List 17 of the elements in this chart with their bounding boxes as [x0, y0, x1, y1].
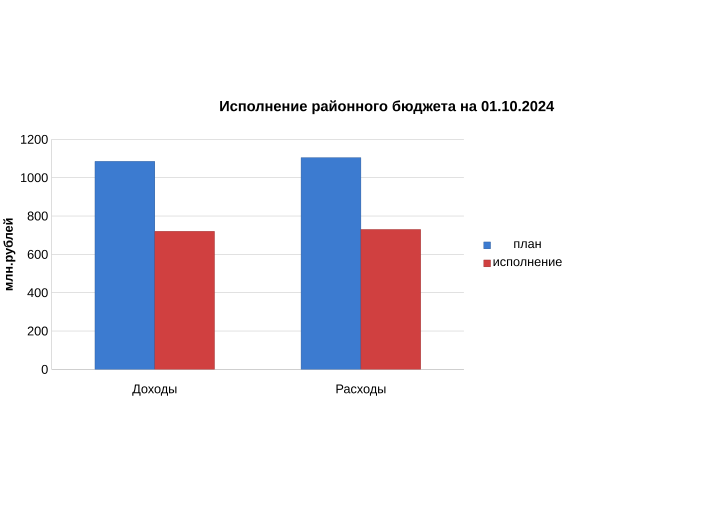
x-tick-label: Доходы: [132, 384, 176, 396]
bar: [154, 231, 215, 370]
chart-title: Исполнение районного бюджета на 01.10.2024: [220, 100, 554, 114]
legend-label: план: [514, 241, 541, 248]
y-tick-label: 1200: [21, 134, 48, 144]
legend-label: исполнение: [494, 259, 562, 266]
bar: [94, 161, 155, 370]
x-tick-label: Расходы: [336, 384, 386, 396]
y-tick-label: 600: [28, 250, 48, 259]
y-tick-label: 200: [28, 326, 48, 336]
bar: [300, 157, 362, 370]
y-tick-label: 1000: [21, 173, 48, 182]
y-tick-label: 800: [28, 211, 48, 220]
bar: [360, 229, 421, 370]
y-axis-title: млн.рублей: [3, 218, 16, 290]
y-tick-label: 0: [42, 364, 48, 374]
y-tick-label: 400: [27, 288, 48, 298]
